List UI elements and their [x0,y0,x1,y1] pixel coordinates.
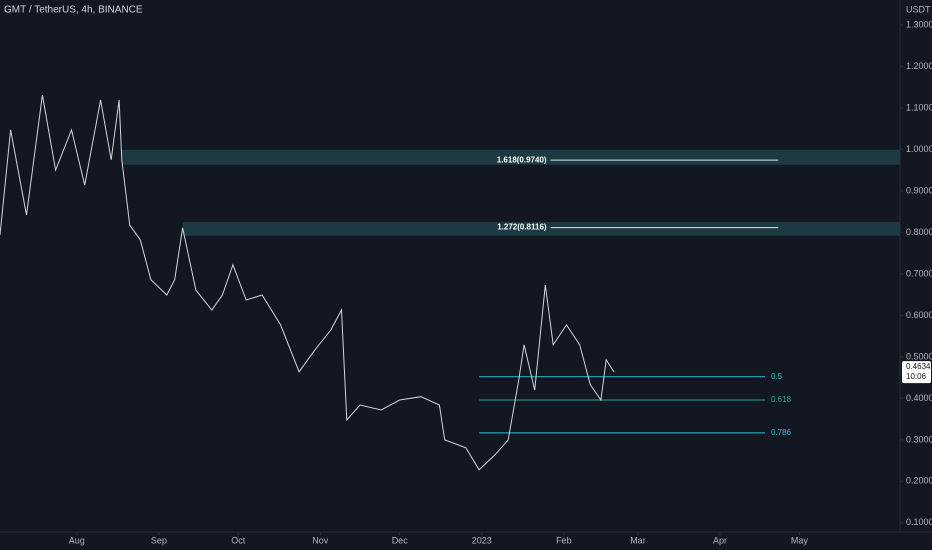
fib-level-label: 0.5 [771,372,783,381]
x-tick-label: Nov [312,535,329,545]
y-tick-label: 0.6000 [906,310,932,320]
x-tick-label: Mar [630,535,646,545]
y-tick-label: 1.1000 [906,102,932,112]
last-price-label: 0.4634 [906,362,931,371]
countdown-label: 10:06 [906,372,927,381]
x-tick-label: Dec [392,535,409,545]
y-tick-label: 0.7000 [906,268,932,278]
price-line [0,94,615,471]
x-tick-label: Sep [151,535,167,545]
y-tick-label: 0.8000 [906,227,932,237]
y-tick-label: 1.0000 [906,144,932,154]
fib-zone [121,149,900,165]
y-tick-label: 0.9000 [906,185,932,195]
x-tick-label: 2023 [472,535,492,545]
y-tick-label: 1.2000 [906,61,932,71]
y-tick-label: 0.5000 [906,351,932,361]
y-axis-label: USDT [906,4,931,14]
x-tick-label: Oct [231,535,246,545]
last-price-box [902,361,931,384]
fib-zone [182,222,900,236]
y-tick-label: 0.4000 [906,393,932,403]
y-tick-label: 0.2000 [906,476,932,486]
fib-label: 1.618(0.9740) [497,155,547,164]
y-tick-label: 0.1000 [906,517,932,527]
x-tick-label: Feb [556,535,572,545]
x-tick-label: Apr [713,535,727,545]
y-tick-label: 1.3000 [906,19,932,29]
fib-label: 1.272(0.8116) [497,223,547,232]
x-tick-label: May [791,535,809,545]
chart-title: GMT / TetherUS, 4h, BINANCE [4,5,143,16]
fib-level-label: 0.618 [771,395,792,404]
fib-level-label: 0.786 [771,428,792,437]
y-tick-label: 0.3000 [906,434,932,444]
x-tick-label: Aug [69,535,85,545]
